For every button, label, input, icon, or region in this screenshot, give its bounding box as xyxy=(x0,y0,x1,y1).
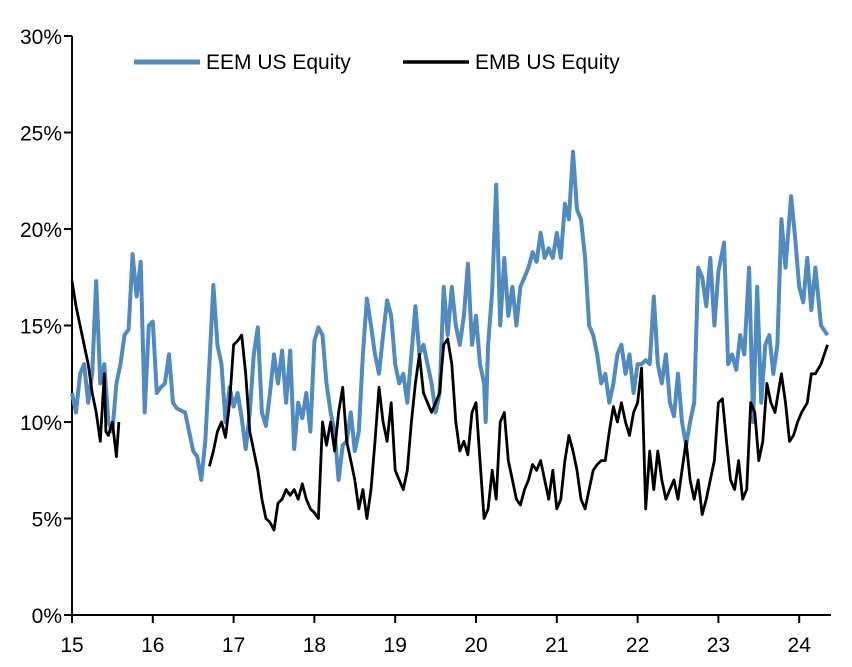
series-line-emb xyxy=(208,333,829,532)
legend: EEM US Equity EMB US Equity xyxy=(134,51,620,74)
x-tick-label: 23 xyxy=(707,634,730,657)
legend-label-emb: EMB US Equity xyxy=(475,51,620,74)
x-tick-label: 16 xyxy=(141,634,164,657)
x-tick-label: 21 xyxy=(545,634,568,657)
x-tick-label: 20 xyxy=(464,634,487,657)
series-line-emb xyxy=(70,280,121,459)
x-tick-label: 24 xyxy=(788,634,812,657)
y-tick-label: 10% xyxy=(20,412,62,435)
y-tick-label: 5% xyxy=(32,509,62,532)
axes: 0% 5% 10% 15% 20% 25% 30% 15 16 17 18 19 20 21 22 23 24 xyxy=(20,26,831,657)
x-tick-label: 15 xyxy=(60,634,83,657)
y-tick-label: 20% xyxy=(20,219,62,242)
series-line-eem xyxy=(70,149,830,482)
x-tick-label: 22 xyxy=(626,634,649,657)
legend-label-eem: EEM US Equity xyxy=(206,51,351,74)
x-tick-label: 19 xyxy=(384,634,407,657)
y-tick-label: 30% xyxy=(20,26,62,49)
x-tick-label: 18 xyxy=(303,634,326,657)
y-tick-label: 0% xyxy=(32,605,62,628)
y-tick-label: 25% xyxy=(20,123,62,146)
y-tick-label: 15% xyxy=(20,316,62,339)
series-lines xyxy=(70,149,830,532)
x-tick-label: 17 xyxy=(222,634,245,657)
